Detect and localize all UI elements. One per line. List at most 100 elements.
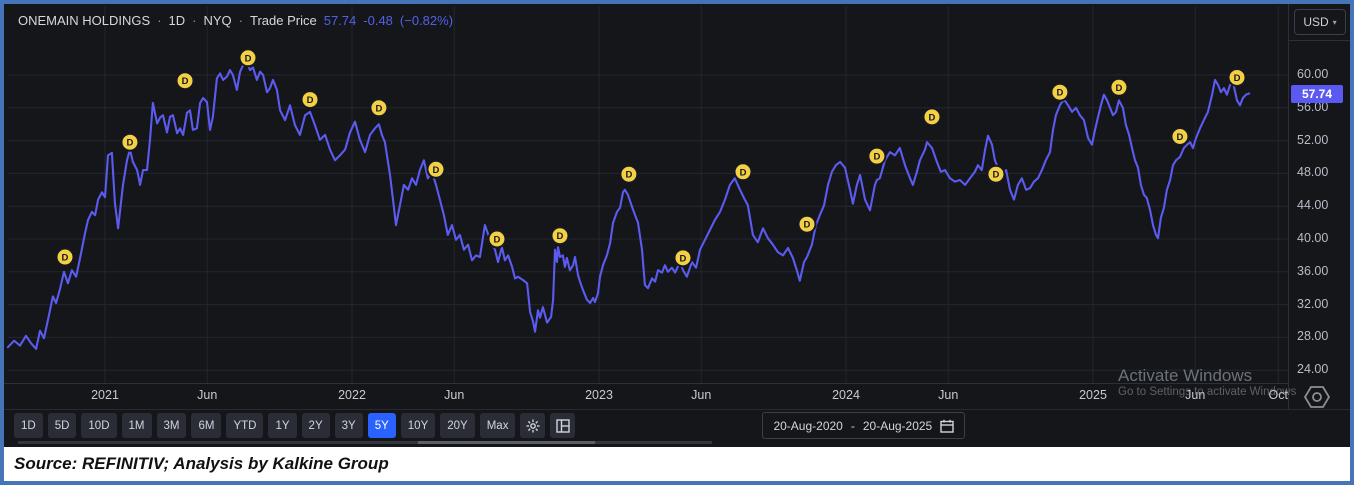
y-axis-tick-label: 44.00 [1297,198,1329,213]
legend-separator: · [238,13,244,28]
dividend-marker[interactable]: D [55,247,75,267]
range-button-2y[interactable]: 2Y [301,413,330,438]
dividend-marker[interactable]: D [1170,127,1190,146]
x-axis-tick-label: 2024 [832,388,860,402]
svg-text:D: D [992,170,999,181]
horizontal-scrollbar[interactable] [18,441,712,444]
usd-row-separator [1289,40,1350,41]
range-button-3y[interactable]: 3Y [334,413,363,438]
currency-label: USD [1303,15,1329,29]
settings-button[interactable] [520,413,546,438]
range-button-6m[interactable]: 6M [191,413,222,438]
layout-grid-button[interactable] [550,413,576,438]
dividend-marker[interactable]: D [120,132,140,152]
dividend-marker[interactable]: D [797,214,817,234]
x-axis-tick-label: 2025 [1079,388,1107,402]
dividend-marker[interactable]: D [673,248,693,268]
currency-dropdown[interactable]: USD ▾ [1294,9,1346,35]
y-axis-tick-label: 28.00 [1297,329,1329,344]
svg-text:D: D [680,253,687,264]
svg-text:D: D [625,170,632,181]
platform-logo-icon[interactable] [1302,384,1332,410]
timeframe-toolbar: 1D 5D 10D 1M 3M 6M YTD 1Y 2Y 3Y 5Y 10Y 20Y Max 20-Aug… [14,412,966,439]
svg-text:D: D [804,220,811,231]
dividend-marker[interactable]: D [426,159,446,179]
range-button-5d[interactable]: 5D [47,413,77,438]
date-to: 20-Aug-2025 [862,418,933,433]
dividend-marker[interactable]: D [369,98,389,118]
source-strip: Source: REFINITIV; Analysis by Kalkine G… [4,447,1350,481]
svg-text:D: D [433,165,440,176]
x-axis-tick-label: 2023 [585,388,613,402]
range-button-5y[interactable]: 5Y [367,413,396,438]
x-axis-tick-label: 2022 [338,388,366,402]
dividend-marker[interactable]: D [550,226,570,246]
range-button-1m[interactable]: 1M [121,413,152,438]
last-price-value: 57.74 [323,13,357,28]
x-axis-tick-label: Jun [197,388,218,402]
gear-icon [526,419,540,432]
dividend-marker[interactable]: D [487,229,507,249]
x-axis-tick-label: Jun [691,388,712,402]
price-chart[interactable]: D D D D D D D D D D D D D D D D D D D D [4,4,1350,447]
y-axis-separator [1288,4,1289,409]
last-price-tag: 57.74 [1291,84,1343,103]
dividend-marker[interactable]: D [619,164,639,184]
dividend-marker[interactable]: D [1109,77,1129,97]
svg-text:D: D [307,95,314,106]
dividend-marker[interactable]: D [1227,67,1247,87]
svg-text:D: D [62,253,69,264]
series-type-label: Trade Price [250,13,317,28]
range-button-ytd[interactable]: YTD [226,413,264,438]
date-range-picker[interactable]: 20-Aug-2020 - 20-Aug-2025 [762,412,966,439]
x-axis-separator [4,383,1288,384]
svg-text:D: D [375,103,382,114]
chevron-down-icon: ▾ [1332,17,1337,27]
range-button-10y[interactable]: 10Y [400,413,436,438]
symbol-title[interactable]: ONEMAIN HOLDINGS [18,13,151,28]
scrollbar-thumb[interactable] [418,441,595,444]
x-axis-tick-label: Jun [938,388,959,402]
dividend-marker[interactable]: D [733,162,753,182]
range-button-1d[interactable]: 1D [14,413,43,438]
svg-text:D: D [1177,132,1184,143]
dividend-marker[interactable]: D [1050,82,1070,102]
y-axis-tick-label: 60.00 [1297,67,1329,81]
dividend-marker[interactable]: D [867,146,887,166]
interval-label[interactable]: 1D [168,13,186,28]
y-axis-tick-label: 36.00 [1297,263,1329,278]
range-button-1y[interactable]: 1Y [268,413,297,438]
price-change-percent: (−0.82%) [399,13,454,28]
y-axis-tick-label: 40.00 [1297,231,1329,245]
price-change-value: -0.48 [363,13,393,28]
dividend-marker[interactable]: D [300,90,320,110]
svg-text:D: D [740,167,747,178]
svg-text:D: D [929,112,936,123]
x-axis-tick-label: Oct [1268,388,1288,402]
y-axis-tick-label: 56.00 [1297,99,1329,114]
range-button-3m[interactable]: 3M [156,413,187,438]
y-axis-tick-label: 24.00 [1297,362,1329,377]
svg-text:D: D [557,231,564,242]
dividend-marker[interactable]: D [922,107,942,127]
date-range-separator: - [850,418,855,433]
svg-text:D: D [873,152,880,163]
y-axis-tick-label: 48.00 [1297,165,1329,180]
dividend-marker[interactable]: D [238,48,258,68]
range-button-10d[interactable]: 10D [81,413,117,438]
date-from: 20-Aug-2020 [773,418,843,433]
svg-text:D: D [182,76,189,87]
x-axis-tick-label: 2021 [91,388,119,402]
y-axis-tick-label: 52.00 [1297,132,1329,147]
range-button-max[interactable]: Max [479,413,516,438]
dividend-marker[interactable]: D [175,71,195,91]
x-axis-tick-label: Jun [1185,388,1206,402]
calendar-icon [940,419,954,433]
range-button-20y[interactable]: 20Y [440,413,475,438]
dividend-marker[interactable]: D [986,164,1006,184]
legend-separator: · [192,13,197,28]
price-line [6,60,1251,350]
svg-text:D: D [127,138,134,149]
exchange-label: NYQ [203,13,232,28]
